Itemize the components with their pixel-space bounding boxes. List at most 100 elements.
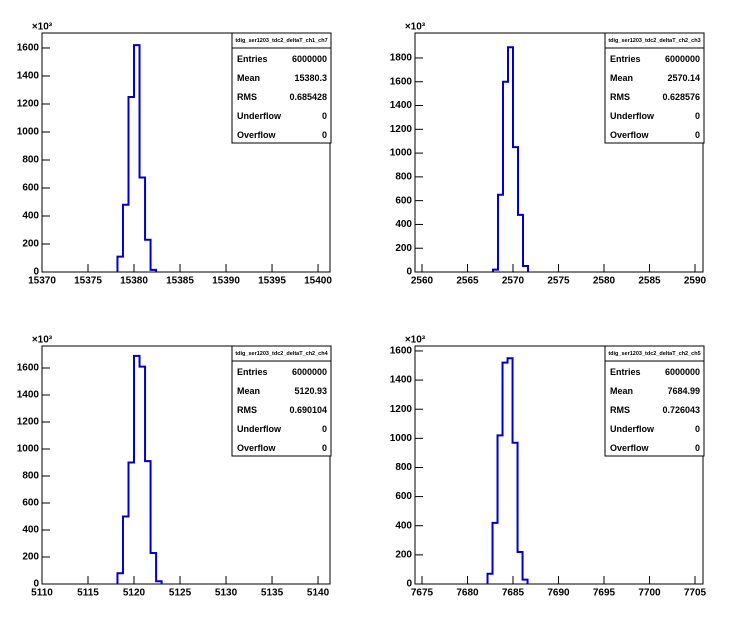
y-tick-label: 200 <box>22 239 39 250</box>
y-tick-label: 400 <box>395 520 412 531</box>
y-tick-label: 0 <box>406 579 412 590</box>
stats-value: 2570.14 <box>667 73 700 83</box>
stats-value: 0 <box>695 443 700 453</box>
y-tick-label: 0 <box>33 579 39 590</box>
x-tick-label: 5140 <box>307 588 330 599</box>
x-tick-label: 2560 <box>411 276 434 287</box>
stats-value: 6000000 <box>665 54 700 64</box>
stats-box <box>231 32 332 144</box>
stats-label: Entries <box>237 54 268 64</box>
stats-label: Entries <box>610 54 641 64</box>
y-tick-label: 800 <box>395 172 412 183</box>
x-tick-label: 5120 <box>123 588 146 599</box>
x-tick-label: 7695 <box>593 588 616 599</box>
stats-value: 6000000 <box>665 367 700 377</box>
x-tick-label: 7690 <box>547 588 570 599</box>
stats-title: tdig_ser1203_tdc2_deltaT_ch2_ch3 <box>608 38 700 44</box>
stats-label: Underflow <box>610 111 655 121</box>
y-tick-label: 600 <box>395 491 412 502</box>
x-tick-label: 2585 <box>638 276 661 287</box>
x-tick-label: 7685 <box>502 588 525 599</box>
y-tick-label: 1400 <box>390 100 413 111</box>
stats-value: 5120.93 <box>294 386 327 396</box>
x-tick-label: 7675 <box>411 588 434 599</box>
y-tick-label: 400 <box>22 211 39 222</box>
plot-frame <box>41 345 331 585</box>
stats-value: 15380.3 <box>294 73 327 83</box>
stats-label: Underflow <box>237 424 282 434</box>
y-tick-label: 200 <box>395 243 412 254</box>
y-tick-label: 1600 <box>390 76 413 87</box>
stats-value: 0.685428 <box>289 92 327 102</box>
stats-value: 0.628576 <box>662 92 700 102</box>
x-tick-label: 7680 <box>456 588 479 599</box>
y-tick-label: 1000 <box>390 433 413 444</box>
stats-label: Overflow <box>237 443 277 453</box>
stats-value: 0 <box>695 111 700 121</box>
stats-label: RMS <box>237 405 257 415</box>
stats-label: Mean <box>610 73 633 83</box>
y-tick-label: 800 <box>395 462 412 473</box>
y-exponent: ×10³ <box>405 22 426 33</box>
y-tick-label: 600 <box>395 195 412 206</box>
y-tick-label: 1200 <box>390 124 413 135</box>
stats-label: Entries <box>237 367 268 377</box>
stats-label: Mean <box>610 386 633 396</box>
y-tick-label: 200 <box>22 552 39 563</box>
x-tick-label: 15390 <box>212 276 240 287</box>
stats-value: 0 <box>322 130 327 140</box>
x-tick-label: 2580 <box>593 276 616 287</box>
stats-label: RMS <box>237 92 257 102</box>
y-tick-label: 1600 <box>17 363 40 374</box>
stats-box <box>604 32 705 144</box>
y-tick-label: 800 <box>22 471 39 482</box>
stats-value: 0.726043 <box>662 405 700 415</box>
y-tick-label: 0 <box>406 267 412 278</box>
histogram-line <box>486 357 529 584</box>
stats-value: 0 <box>322 111 327 121</box>
stats-value: 0 <box>695 130 700 140</box>
y-tick-label: 800 <box>22 155 39 166</box>
x-tick-label: 15375 <box>74 276 102 287</box>
stats-value: 0 <box>322 443 327 453</box>
stats-label: Overflow <box>237 130 277 140</box>
x-tick-label: 15400 <box>304 276 332 287</box>
x-tick-label: 5110 <box>31 588 53 599</box>
stats-value: 0 <box>322 424 327 434</box>
stats-label: RMS <box>610 405 630 415</box>
y-tick-label: 1400 <box>390 375 413 386</box>
x-tick-label: 15370 <box>28 276 56 287</box>
y-tick-label: 1600 <box>390 346 413 357</box>
y-tick-label: 0 <box>33 267 39 278</box>
x-tick-label: 5125 <box>169 588 192 599</box>
stats-box <box>231 345 332 457</box>
plot-frame <box>414 345 704 585</box>
y-tick-label: 1000 <box>390 148 413 159</box>
plot-frame <box>41 32 331 273</box>
x-tick-label: 2570 <box>502 276 525 287</box>
stats-title: tdig_ser1203_tdc2_deltaT_ch1_ch7 <box>235 38 327 44</box>
stats-label: Mean <box>237 73 260 83</box>
stats-label: Overflow <box>610 443 650 453</box>
y-tick-label: 1200 <box>390 404 413 415</box>
x-tick-label: 5135 <box>261 588 284 599</box>
stats-label: Overflow <box>610 130 650 140</box>
y-tick-label: 600 <box>22 183 39 194</box>
y-exponent: ×10³ <box>32 335 53 346</box>
x-tick-label: 15385 <box>166 276 194 287</box>
histogram-line <box>491 46 530 272</box>
y-tick-label: 400 <box>395 219 412 230</box>
stats-title: tdig_ser1203_tdc2_deltaT_ch2_ch4 <box>235 351 328 357</box>
stats-label: Underflow <box>610 424 655 434</box>
y-exponent: ×10³ <box>405 335 426 346</box>
stats-value: 0.690104 <box>289 405 327 415</box>
stats-value: 6000000 <box>292 54 327 64</box>
stats-value: 7684.99 <box>667 386 700 396</box>
plot-frame <box>414 32 704 273</box>
stats-label: Underflow <box>237 111 282 121</box>
y-tick-label: 1400 <box>17 71 40 82</box>
stats-box <box>604 345 705 457</box>
x-tick-label: 5115 <box>77 588 99 599</box>
x-tick-label: 15395 <box>258 276 286 287</box>
